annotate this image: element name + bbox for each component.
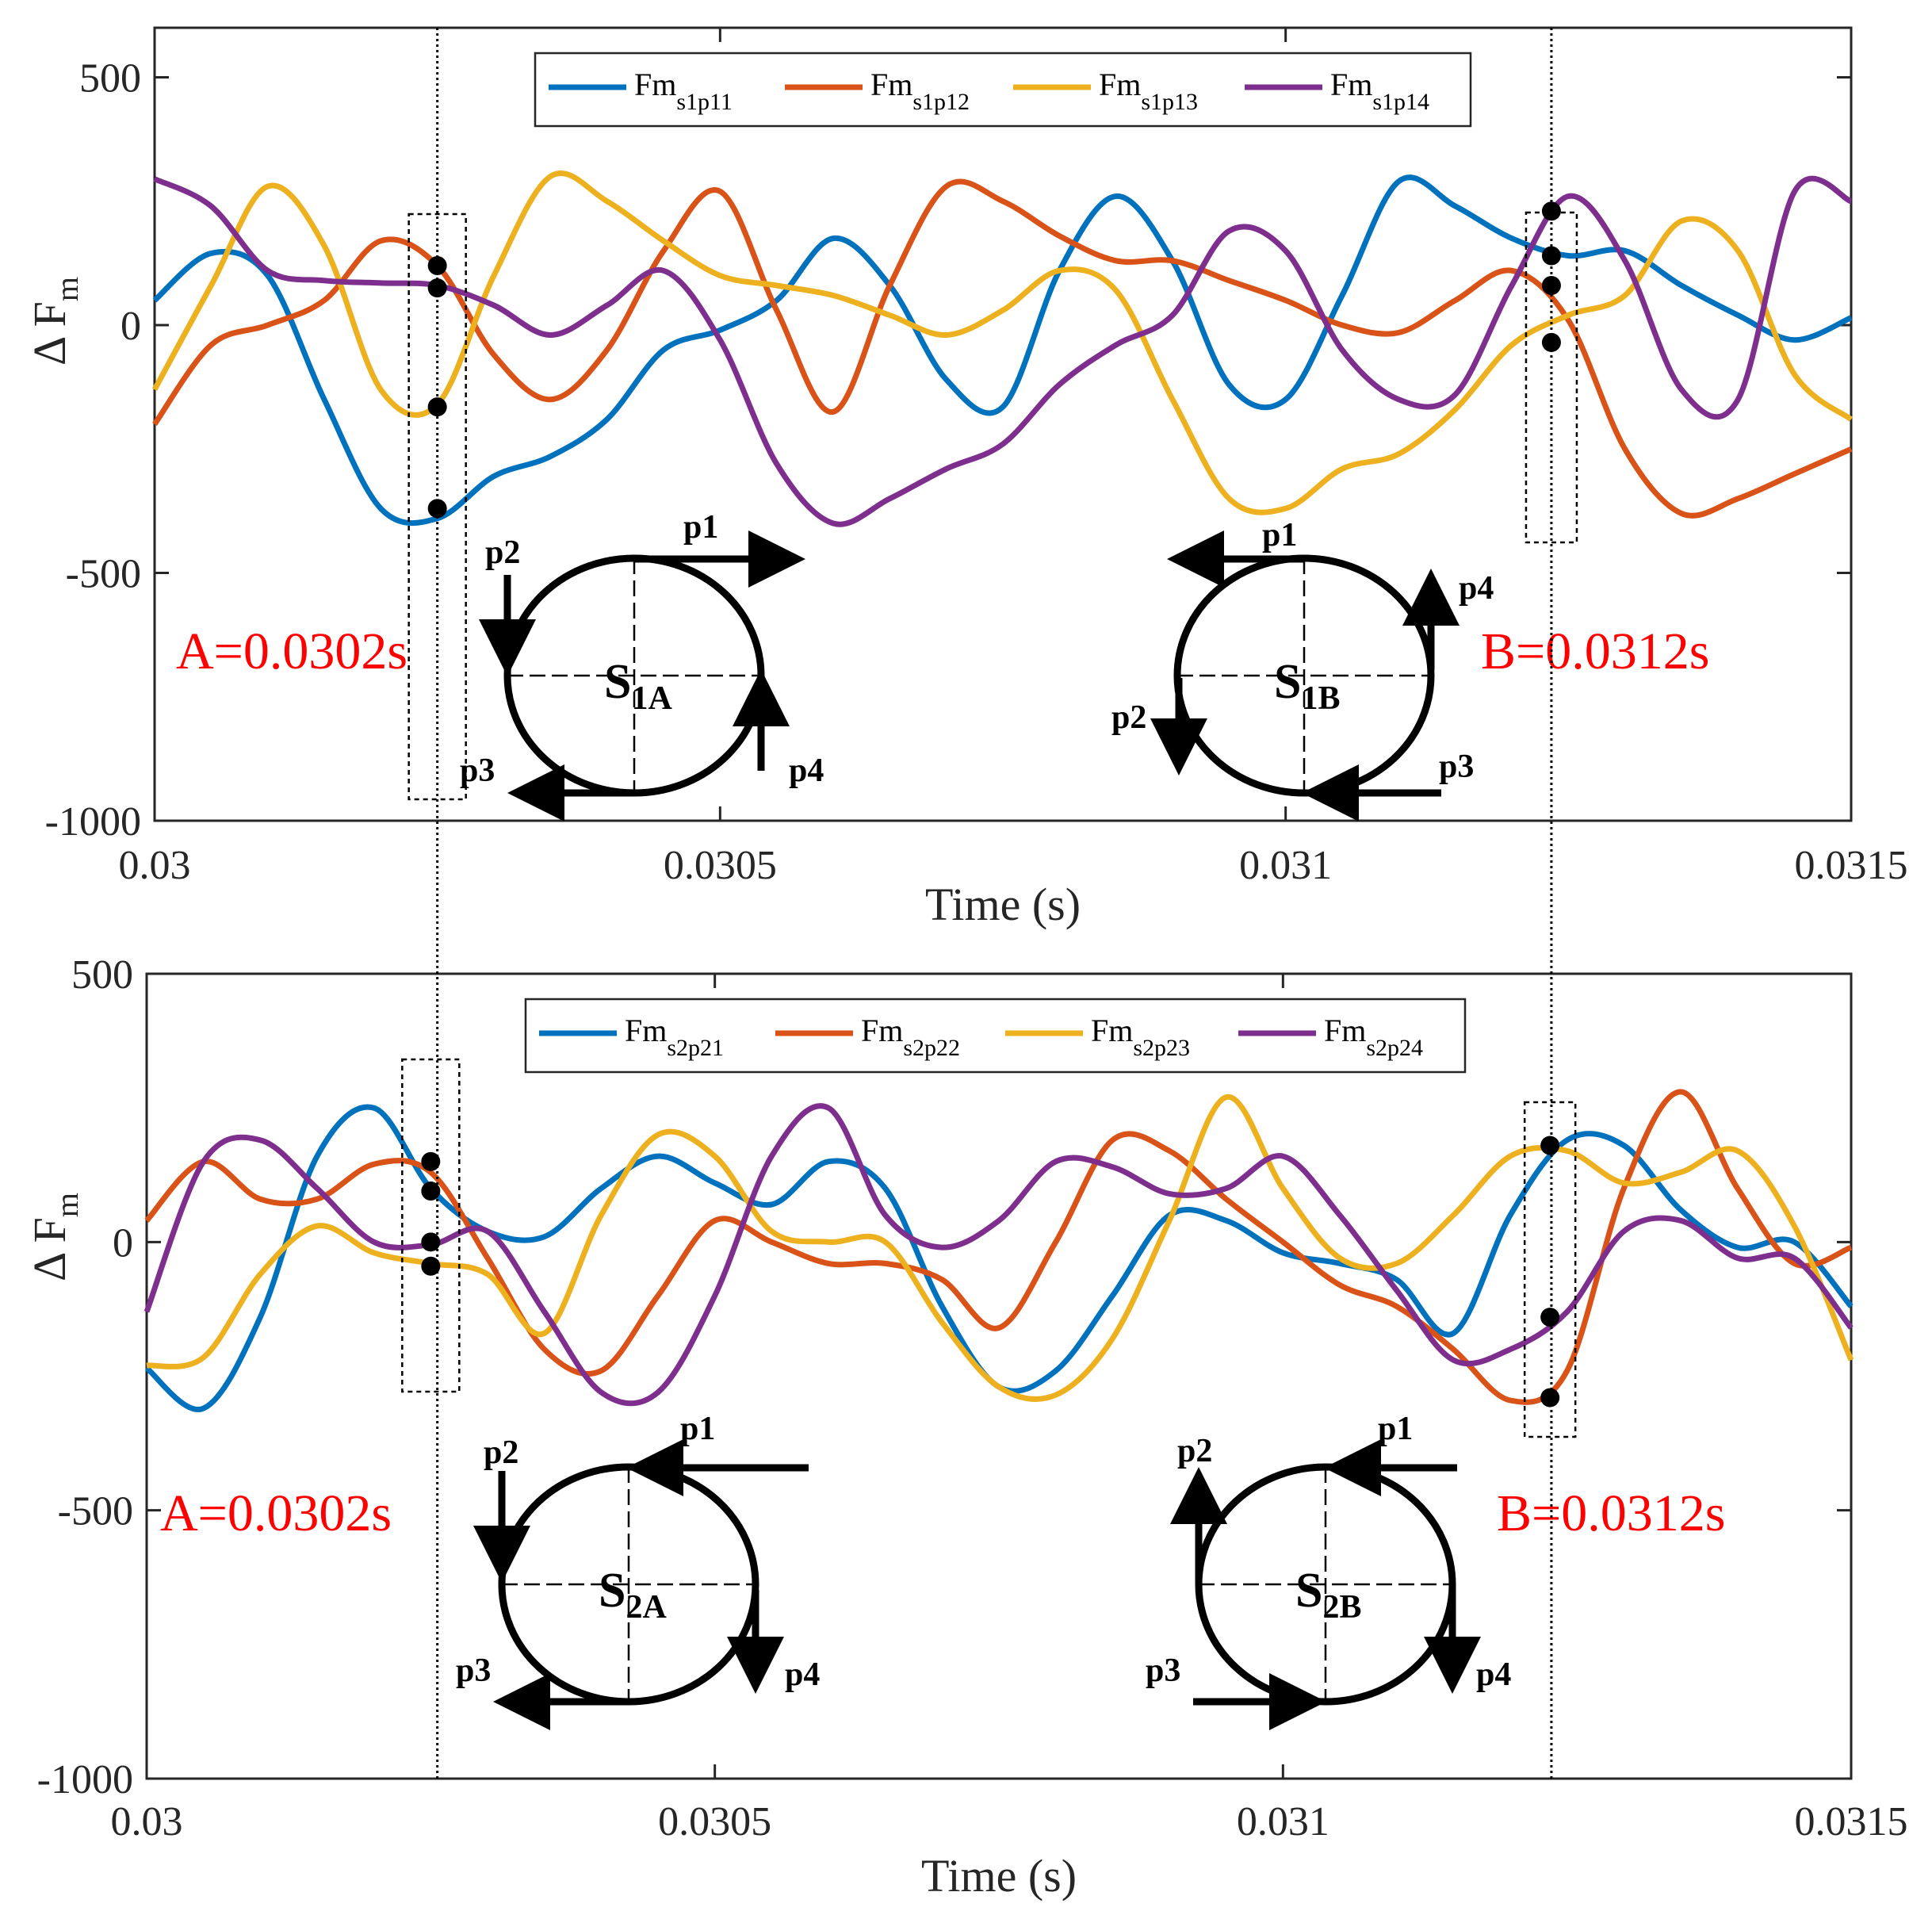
top-legend-label-3: Fms1p13: [1099, 67, 1198, 115]
diagram-s1b-p1-label: p1: [1262, 517, 1297, 553]
top-marker-point-a: [427, 256, 447, 275]
diagram-s1b-p2-label: p2: [1111, 699, 1146, 736]
top-legend-entry-3: Fms1p13: [1013, 67, 1198, 115]
bottom-legend-entry-3: Fms2p23: [1005, 1013, 1190, 1061]
diagram-s2b-p3-label: p3: [1146, 1653, 1180, 1689]
bottom-legend: Fms2p21 Fms2p22 Fms2p23 Fms2p24: [524, 998, 1467, 1074]
bottom-xlabel: Time (s): [921, 1850, 1077, 1902]
diagram-s1a-label: S1A: [604, 655, 672, 717]
top-legend-label-4: Fms1p14: [1330, 67, 1429, 115]
bottom-annotation-b: B=0.0312s: [1497, 1484, 1725, 1542]
bottom-xtick-label: 0.0305: [658, 1799, 771, 1844]
diagram-s2b-label: S2B: [1295, 1564, 1362, 1626]
bottom-ylabel: Δ Fm: [24, 1193, 85, 1281]
diagram-s2a-label: S2A: [599, 1564, 667, 1626]
diagram-s1b-p4-label: p4: [1459, 570, 1494, 607]
bottom-marker-point-a: [421, 1256, 441, 1276]
top-marker-point-a: [427, 499, 447, 519]
diagram-s1b: p1 p2 p3 p4 S1B: [1111, 517, 1494, 822]
top-xtick-label: 0.0305: [664, 843, 777, 888]
top-ytick-label: 0: [121, 304, 141, 349]
diagram-s2a-p1-label: p1: [680, 1411, 715, 1447]
bottom-marker-point-a: [421, 1151, 441, 1171]
top-legend: Fms1p11 Fms1p12 Fms1p13 Fms1p14: [534, 52, 1472, 128]
diagram-s2a: p1 p2 p3 p4 S2A: [456, 1411, 820, 1730]
bottom-series-s2p24: [143, 1103, 1854, 1407]
top-marker-point-b: [1541, 332, 1561, 352]
top-annotation-b: B=0.0312s: [1481, 622, 1709, 680]
bottom-annotation-a: A=0.0302s: [160, 1484, 392, 1542]
diagram-s2b-p4-label: p4: [1476, 1656, 1511, 1693]
top-ytick-label: -500: [66, 552, 141, 597]
bottom-xtick-label: 0.0315: [1795, 1799, 1908, 1844]
diagram-s1a: p1 p2 p3 p4 S1A: [460, 509, 824, 822]
top-annotation-a: A=0.0302s: [176, 622, 407, 680]
bottom-ticks: 0.03 0.0305 0.031 0.0315 -1000 -500 0 500: [37, 952, 1908, 1844]
diagram-s1a-p3-label: p3: [460, 753, 495, 789]
top-legend-label-1: Fms1p11: [634, 67, 733, 115]
top-legend-entry-4: Fms1p14: [1245, 67, 1429, 115]
bottom-selection-box-a: [401, 1058, 461, 1393]
diagram-s1a-p1-label: p1: [683, 509, 718, 546]
diagram-s2b: p1 p2 p3 p4 S2B: [1146, 1411, 1511, 1730]
bottom-chart: 0.03 0.0305 0.031 0.0315 -1000 -500 0 500 Fms2p…: [24, 952, 1908, 1902]
top-ytick-label: 500: [79, 56, 141, 101]
diagram-s2a-p2-label: p2: [484, 1434, 518, 1471]
top-series-s1p14: [153, 175, 1853, 527]
top-selection-box-b: [1525, 211, 1578, 544]
top-xtick-label: 0.0315: [1795, 843, 1908, 888]
top-ylabel: Δ Fm: [24, 277, 85, 366]
top-series: [151, 170, 1854, 801]
bottom-marker-point-b: [1540, 1308, 1560, 1327]
bottom-axes-box: [145, 972, 1853, 1780]
top-xtick-label: 0.03: [119, 843, 191, 888]
bottom-ytick-label: -1000: [37, 1757, 133, 1802]
top-series-s1p13: [151, 170, 1854, 515]
top-selection-box-a: [407, 213, 467, 801]
top-ticks: 0.03 0.0305 0.031 0.0315 -1000 -500 0 500: [45, 28, 1908, 888]
bottom-ytick-label: 0: [113, 1220, 133, 1266]
bottom-ytick-label: -500: [58, 1489, 133, 1534]
bottom-legend-entry-1: Fms2p21: [539, 1013, 724, 1061]
bottom-legend-entry-2: Fms2p22: [775, 1013, 960, 1061]
bottom-marker-point-a: [421, 1182, 441, 1201]
bottom-ytick-label: 500: [71, 952, 133, 998]
top-legend-entry-2: Fms1p12: [785, 67, 970, 115]
diagram-s2b-p1-label: p1: [1378, 1411, 1413, 1447]
diagram-s1a-p2-label: p2: [485, 534, 520, 571]
bottom-legend-label-2: Fms2p22: [861, 1013, 960, 1061]
diagram-s2b-p2-label: p2: [1177, 1433, 1212, 1469]
bottom-xtick-label: 0.03: [111, 1799, 183, 1844]
top-legend-entry-1: Fms1p11: [549, 67, 733, 115]
diagram-s1b-label: S1B: [1274, 655, 1341, 717]
bottom-series-s2p23: [146, 1094, 1854, 1402]
top-ytick-label: -1000: [45, 799, 141, 845]
bottom-legend-label-1: Fms2p21: [625, 1013, 724, 1061]
diagram-s1b-p3-label: p3: [1439, 749, 1474, 785]
bottom-legend-label-3: Fms2p23: [1091, 1013, 1190, 1061]
top-series-s1p11: [152, 174, 1853, 526]
top-legend-label-2: Fms1p12: [870, 67, 970, 115]
diagram-s2a-p4-label: p4: [785, 1656, 820, 1693]
bottom-selection-box-b: [1523, 1101, 1577, 1438]
bottom-legend-entry-4: Fms2p24: [1238, 1013, 1423, 1061]
bottom-legend-label-4: Fms2p24: [1324, 1013, 1423, 1061]
bottom-marker-point-b: [1540, 1136, 1560, 1155]
bottom-marker-point-b: [1540, 1388, 1560, 1408]
top-marker-point-a: [427, 278, 447, 298]
top-xtick-label: 0.031: [1239, 843, 1332, 888]
bottom-series: [143, 1058, 1854, 1438]
bottom-series-s2p22: [144, 1089, 1853, 1405]
diagram-s2a-p3-label: p3: [456, 1653, 491, 1689]
bottom-marker-point-a: [421, 1232, 441, 1252]
bottom-xtick-label: 0.031: [1237, 1799, 1329, 1844]
top-chart: 0.03 0.0305 0.031 0.0315 -1000 -500 0 500 Fms1p…: [24, 26, 1908, 930]
top-xlabel: Time (s): [925, 879, 1081, 930]
diagram-s1a-p4-label: p4: [789, 753, 824, 789]
